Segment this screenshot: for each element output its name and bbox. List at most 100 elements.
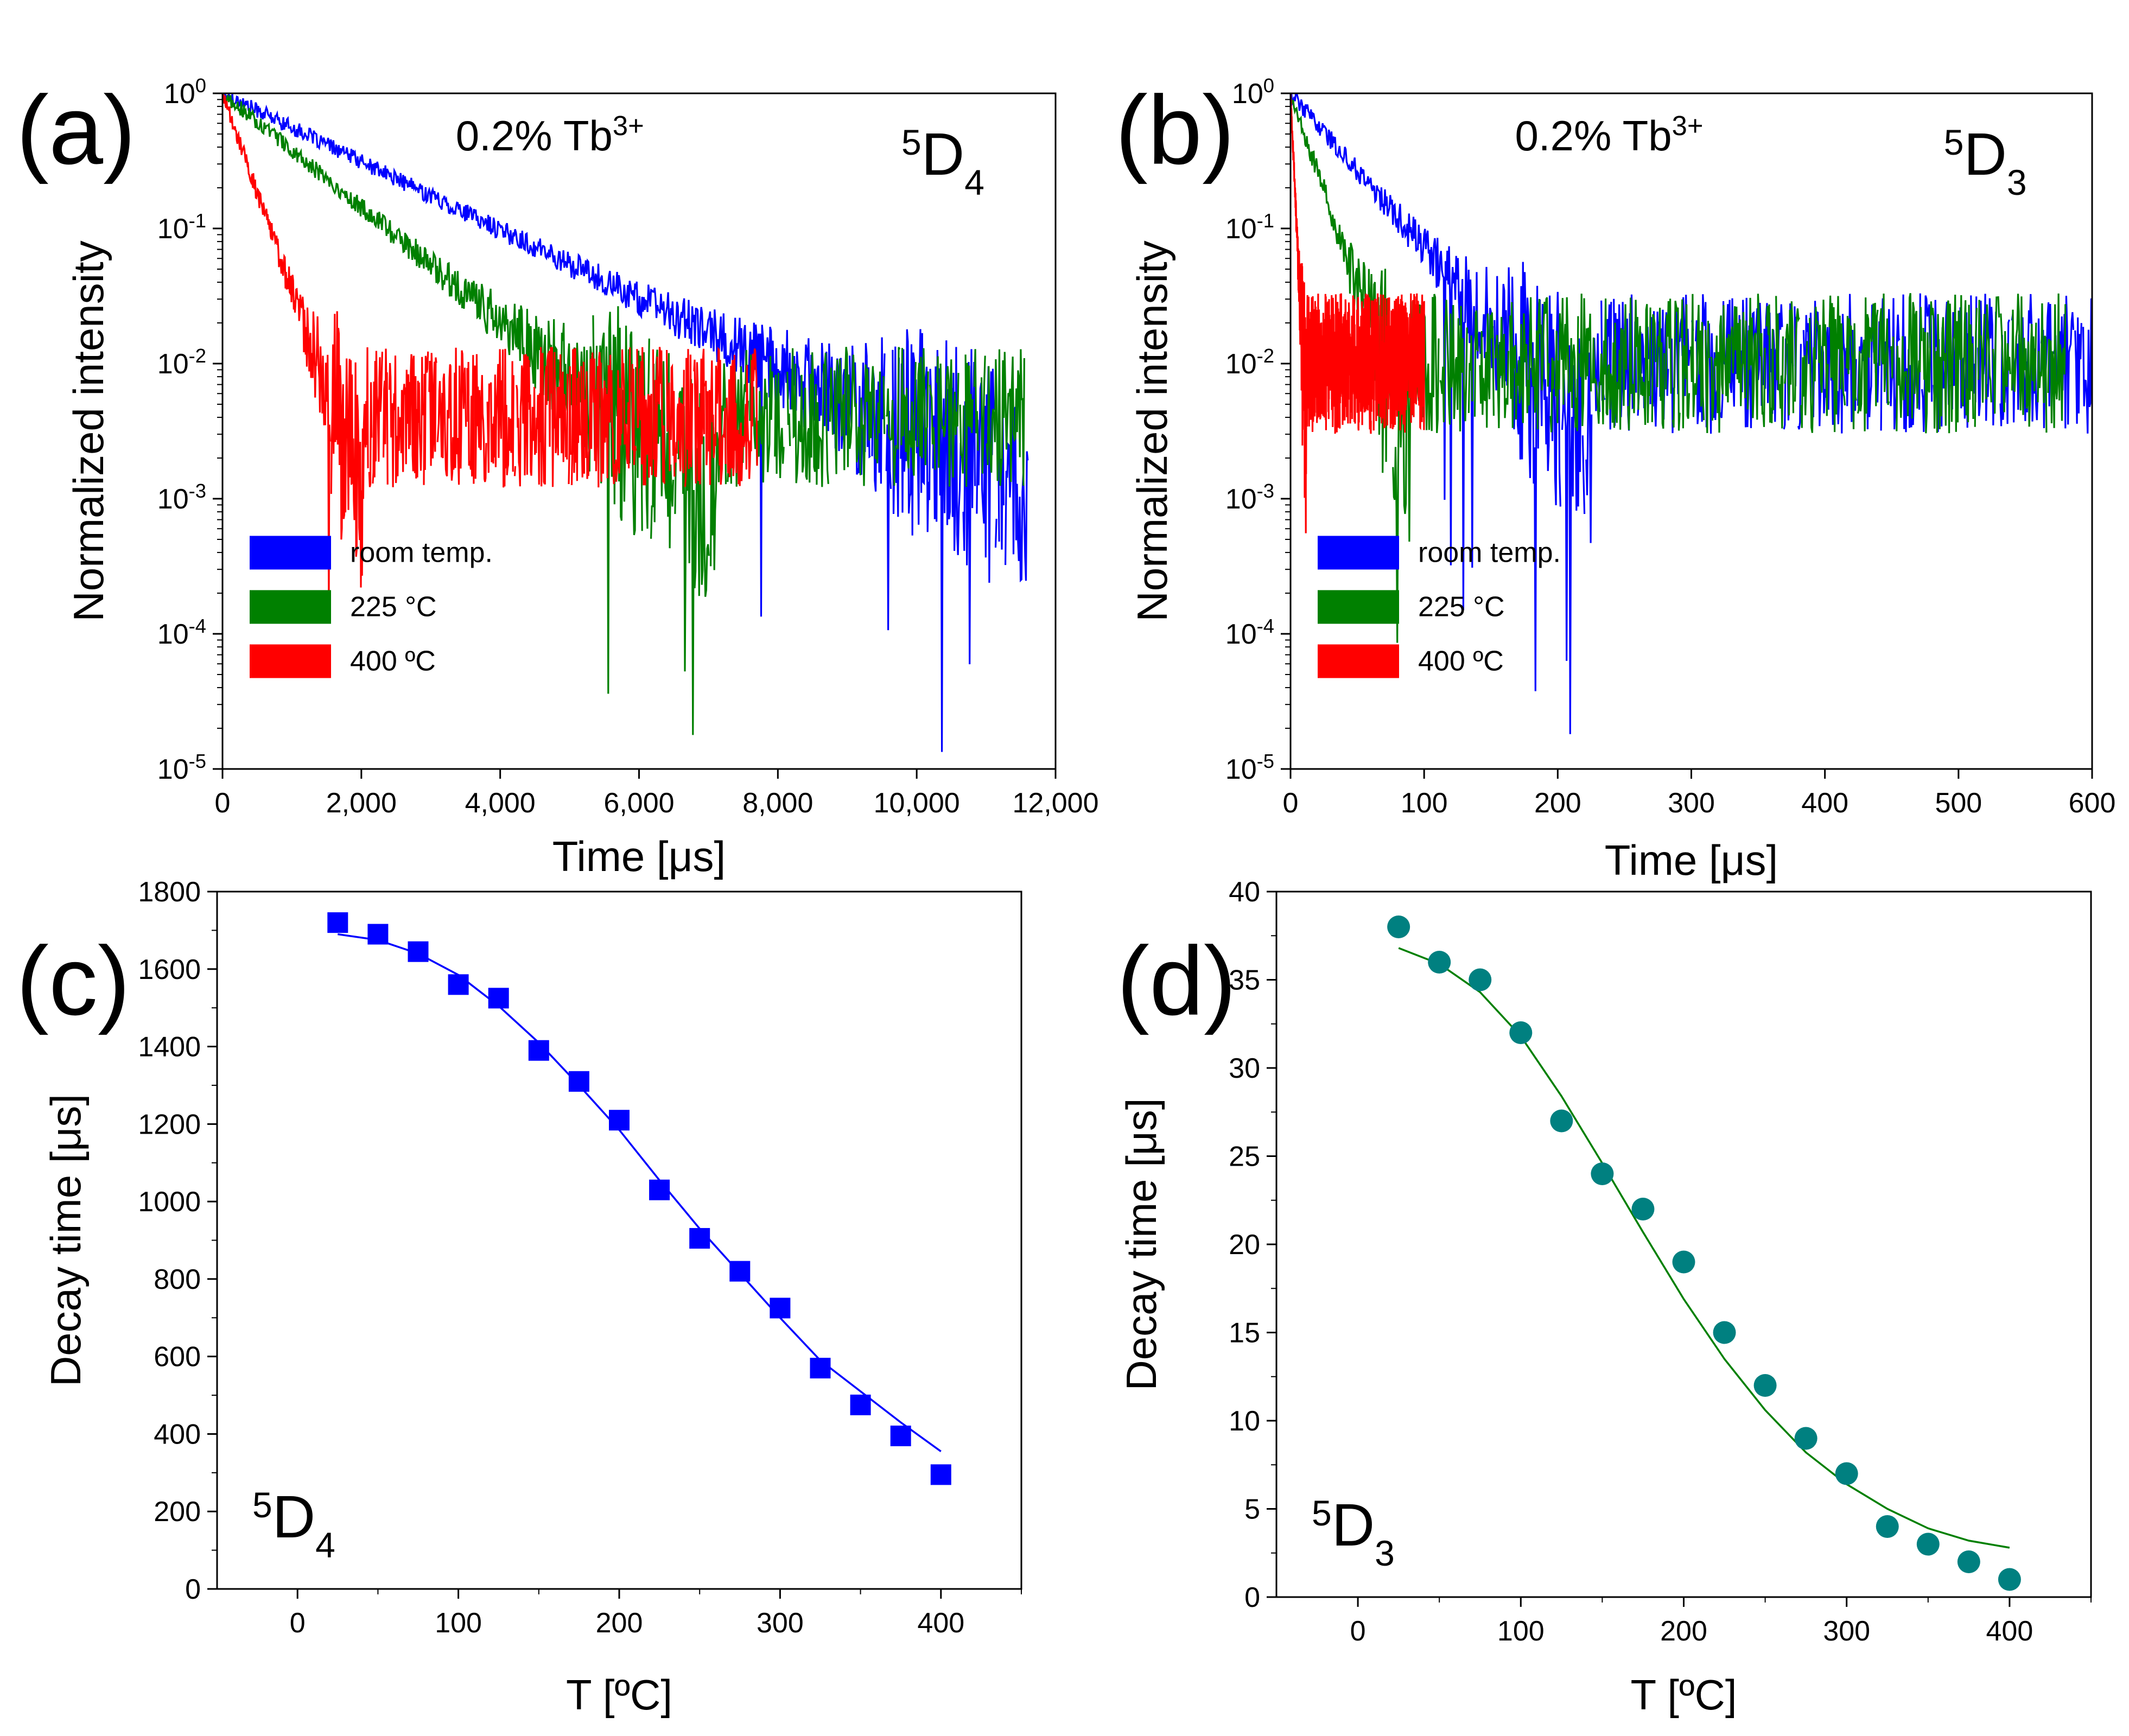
x-tick-label: 500 [1935, 787, 1982, 819]
legend-label-1: room temp. [350, 537, 493, 568]
legend-label-1: room temp. [1418, 537, 1561, 568]
y-tick-base: 10 [157, 348, 189, 380]
data-point-7 [1631, 1198, 1655, 1220]
y-tick-base: 10 [1225, 619, 1257, 650]
x-tick-label: 100 [1497, 1616, 1545, 1647]
y-tick-label: 200 [154, 1496, 201, 1528]
y-tick-label: 10-4 [1225, 615, 1274, 651]
legend-label-2: 225 °C [1418, 591, 1505, 622]
y-axis-title: Normalized intensity [65, 240, 112, 621]
chart-title-superscript: 3+ [1672, 110, 1704, 141]
level-base: D [272, 1484, 315, 1550]
chart-title: 0.2% Tb3+ [456, 110, 644, 160]
data-point-5 [488, 988, 509, 1009]
data-point-4 [1509, 1021, 1533, 1044]
y-tick-label: 1400 [138, 1032, 201, 1063]
data-point-8 [609, 1110, 630, 1131]
data-point-1 [1387, 915, 1410, 938]
level-superscript: 5 [1312, 1493, 1332, 1533]
x-axis-title: T [ºC] [566, 1671, 672, 1719]
decay-series-2 [223, 93, 1025, 735]
x-tick-label: 4,000 [465, 787, 536, 819]
x-tick-label: 0 [1350, 1616, 1366, 1647]
decay-series-3 [1291, 93, 1425, 533]
y-tick-label: 35 [1229, 965, 1260, 996]
data-point-2 [367, 924, 389, 945]
legend-label-3: 400 ºC [1418, 645, 1504, 677]
y-tick-label: 40 [1229, 876, 1260, 908]
legend-swatch-3 [250, 644, 331, 678]
y-tick-exponent: -4 [189, 615, 206, 637]
chart-title: 0.2% Tb3+ [1515, 110, 1704, 160]
y-tick-exponent: 0 [1263, 74, 1274, 97]
plot-frame [1275, 891, 2092, 1598]
y-tick-base: 10 [1225, 484, 1257, 515]
y-tick-label: 30 [1229, 1053, 1260, 1084]
decay-series-2 [1291, 93, 2067, 643]
y-tick-label: 10-2 [157, 345, 206, 380]
y-tick-base: 10 [157, 213, 189, 245]
y-tick-label: 10-2 [1225, 345, 1274, 380]
data-point-6 [1591, 1162, 1614, 1185]
y-tick-exponent: 0 [195, 74, 206, 97]
y-tick-exponent: -3 [1257, 480, 1274, 502]
x-tick-label: 200 [1660, 1616, 1707, 1647]
data-point-9 [649, 1179, 670, 1200]
y-tick-base: 10 [1232, 78, 1263, 110]
legend-swatch-2 [1318, 590, 1399, 624]
y-tick-label: 600 [154, 1341, 201, 1373]
y-tick-label: 5 [1244, 1494, 1260, 1525]
y-tick-label: 0 [185, 1574, 201, 1605]
level-base: D [921, 121, 964, 188]
data-point-6 [528, 1040, 549, 1061]
y-tick-label: 1000 [138, 1186, 201, 1218]
y-tick-base: 10 [164, 78, 195, 110]
legend-swatch-3 [1318, 644, 1399, 678]
data-point-16 [930, 1464, 951, 1485]
legend-label-3: 400 ºC [350, 645, 436, 677]
plot-frame [216, 891, 1022, 1590]
x-tick-label: 600 [2069, 787, 2116, 819]
level-base: D [1332, 1492, 1375, 1559]
level-superscript: 5 [252, 1485, 272, 1525]
x-tick-label: 200 [1534, 787, 1581, 819]
x-tick-label: 0 [290, 1607, 306, 1639]
y-tick-label: 10-1 [1225, 209, 1274, 245]
chart-title-text: 0.2% Tb [1515, 112, 1672, 160]
y-tick-exponent: -2 [189, 345, 206, 367]
x-tick-label: 0 [215, 787, 231, 819]
x-tick-label: 12,000 [1012, 787, 1098, 819]
data-point-11 [1794, 1427, 1817, 1450]
level-subscript: 3 [1375, 1533, 1395, 1573]
y-tick-base: 10 [1225, 213, 1257, 245]
y-tick-exponent: -3 [189, 480, 206, 502]
legend-swatch-1 [1318, 536, 1399, 570]
data-point-5 [1550, 1109, 1573, 1133]
data-point-13 [810, 1358, 831, 1379]
legend-swatch-1 [250, 536, 331, 570]
fit-curve [338, 933, 942, 1453]
y-tick-base: 10 [157, 619, 189, 650]
y-tick-label: 1600 [138, 954, 201, 985]
y-tick-label: 400 [154, 1419, 201, 1450]
y-tick-base: 10 [1225, 348, 1257, 380]
data-point-7 [568, 1071, 589, 1092]
y-tick-label: 800 [154, 1264, 201, 1295]
level-superscript: 5 [901, 122, 921, 162]
level-base: D [1963, 121, 2006, 188]
y-axis-title: Decay time [μs] [42, 1094, 90, 1387]
chart-a: 0 2,000 4,000 6,000 8,000 10,000 12,00010010-1… [16, 74, 1099, 881]
chart-title-text: 0.2% Tb [456, 112, 613, 160]
y-tick-label: 10-5 [157, 750, 206, 786]
x-tick-label: 400 [1986, 1616, 2033, 1647]
data-point-10 [689, 1228, 710, 1249]
y-tick-label: 15 [1229, 1318, 1260, 1349]
data-point-14 [850, 1394, 871, 1415]
data-point-8 [1672, 1250, 1695, 1274]
level-subscript: 3 [2007, 162, 2027, 202]
data-point-15 [1957, 1550, 1980, 1573]
fit-curve [1398, 947, 2010, 1549]
decay-series-3 [223, 93, 758, 613]
data-point-3 [408, 941, 429, 962]
y-tick-label: 10 [1229, 1406, 1260, 1437]
